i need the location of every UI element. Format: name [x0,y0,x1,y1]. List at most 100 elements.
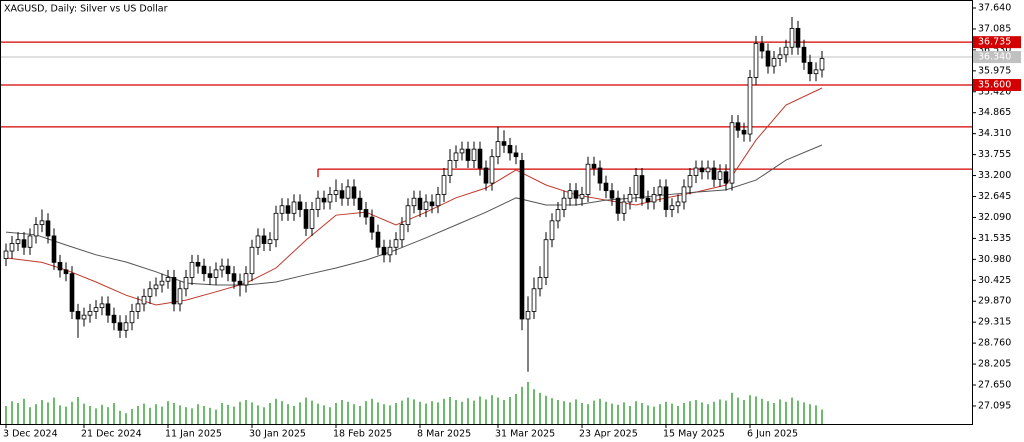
candle-body [465,148,471,161]
candle-body [189,261,195,278]
candle-body [333,190,339,195]
candle-body [21,239,27,248]
candle-body [201,265,207,275]
candle-body [15,239,21,244]
candle-body [129,311,135,324]
candle-body [351,186,357,199]
candle-body [519,160,525,320]
candle-body [591,163,597,169]
y-tick-label: 30.425 [978,275,1011,286]
y-tick-label: 32.645 [978,191,1011,202]
candle-body [603,182,609,192]
y-tick-label: 27.650 [978,380,1011,391]
candle-body [375,231,381,248]
candle-body [33,224,39,237]
candle-body [621,201,627,214]
candle-body [795,27,801,48]
candle-body [639,175,645,199]
candle-body [195,261,201,267]
candle-body [585,163,591,195]
y-tick-label: 34.865 [978,107,1011,118]
candle-body [807,61,813,75]
candle-body [483,167,489,184]
y-tick-label: 29.315 [978,317,1011,328]
y-tick-label: 36.530 [978,44,1011,55]
candle-body [717,171,723,180]
candle-body [261,235,267,244]
candle-body [219,265,225,271]
candle-body [819,58,825,71]
y-tick-label: 33.755 [978,149,1011,160]
candle-body [633,175,639,195]
candle-body [627,194,633,203]
candle-body [159,280,165,286]
level-tag-label: 36.735 [978,37,1011,48]
candle-body [411,197,417,207]
candle-body [447,160,453,176]
candle-body [711,167,717,180]
y-tick-label: 28.205 [978,359,1011,370]
candle-body [645,197,651,203]
candle-body [657,186,663,195]
candle-body [9,243,15,252]
candle-body [789,27,795,48]
candle-body [687,175,693,188]
candle-body [699,167,705,173]
x-tick-label: 21 Dec 2024 [81,429,142,440]
candle-body [609,190,615,199]
candle-body [489,156,495,184]
level-tag [973,36,1021,49]
candle-body [459,148,465,154]
candle-body [105,303,111,316]
candle-body [27,235,33,248]
candle-body [315,197,321,210]
candle-body [99,303,105,309]
candle-body [783,46,789,56]
candle-body [147,288,153,297]
candle-body [567,190,573,199]
candle-body [507,144,513,154]
candle-body [345,186,351,199]
plot-frame [0,0,973,425]
candle-body [69,273,75,312]
candle-body [573,190,579,199]
candle-body [561,197,567,210]
y-tick-label: 37.640 [978,3,1011,14]
candle-body [417,197,423,210]
candle-body [51,235,57,263]
candle-body [741,129,747,135]
candle-body [177,288,183,305]
candle-body [267,239,273,244]
candle-body [597,167,603,184]
x-tick-label: 23 Apr 2025 [579,429,638,440]
candle-body [255,235,261,248]
y-tick-label: 34.310 [978,128,1011,139]
candle-body [237,280,243,286]
candle-body [339,190,345,199]
candle-body [243,273,249,286]
plot-content [1,17,972,424]
candle-body [3,250,9,259]
candle-body [753,43,759,78]
candle-body [297,201,303,210]
candle-body [441,175,447,195]
candle-body [801,46,807,63]
y-tick-label: 37.085 [978,23,1011,34]
candle-body [549,220,555,241]
candle-body [81,314,87,320]
candle-body [117,322,123,331]
level-tag [973,78,1021,91]
x-tick-label: 18 Feb 2025 [333,429,392,440]
candle-body [369,216,375,233]
last-price-tag [973,51,1021,64]
candle-body [555,209,561,222]
y-tick-label: 35.420 [978,86,1011,97]
candle-body [399,224,405,241]
candle-body [771,58,777,67]
candle-body [111,314,117,324]
candle-body [705,167,711,173]
candle-body [495,141,501,158]
candle-body [381,246,387,256]
y-tick-label: 31.535 [978,233,1011,244]
